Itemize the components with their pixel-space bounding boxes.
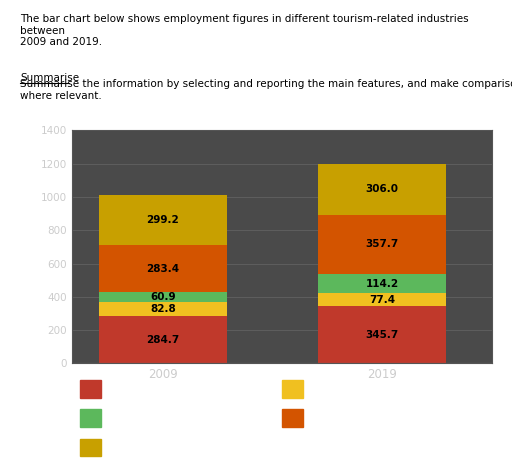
Bar (99, 316, 227, 363)
Text: The bar chart below shows employment figures in different tourism-related indust: The bar chart below shows employment fig… (20, 14, 469, 47)
Text: 82.8: 82.8 (150, 304, 176, 314)
Text: Summarise the information by selecting and reporting the main features, and make: Summarise the information by selecting a… (20, 79, 512, 101)
Bar (99, 195, 227, 245)
Text: 345.7: 345.7 (366, 330, 399, 340)
Text: Sports: Sports (110, 382, 143, 392)
Bar (80, 410, 101, 427)
Bar (80, 439, 101, 457)
Text: 283.4: 283.4 (146, 264, 180, 274)
Text: 114.2: 114.2 (366, 279, 398, 288)
Bar (80, 380, 101, 397)
Bar (99, 245, 227, 292)
Text: 306.0: 306.0 (366, 184, 398, 194)
Y-axis label: TOTAL EMPLOYMENT (IN THOUSANDS): TOTAL EMPLOYMENT (IN THOUSANDS) (28, 162, 36, 332)
Text: Summarise: Summarise (20, 73, 79, 83)
Text: Hotel (and other accomodation): Hotel (and other accomodation) (110, 441, 276, 451)
Text: Food: Food (311, 411, 336, 421)
Text: Travel: Travel (110, 411, 140, 421)
Text: 284.7: 284.7 (146, 335, 180, 345)
Text: 77.4: 77.4 (369, 295, 395, 304)
Text: 357.7: 357.7 (366, 240, 399, 249)
Bar (282, 410, 303, 427)
Text: 299.2: 299.2 (146, 215, 179, 225)
Bar (99, 292, 227, 302)
Bar (318, 293, 446, 306)
Bar (318, 274, 446, 293)
Bar (318, 306, 446, 363)
Bar (318, 164, 446, 214)
Bar (99, 302, 227, 316)
Bar (282, 380, 303, 397)
Text: Culture (mueums, galleries, etc.): Culture (mueums, galleries, etc.) (311, 382, 483, 392)
Bar (318, 214, 446, 274)
Text: 60.9: 60.9 (150, 292, 176, 302)
